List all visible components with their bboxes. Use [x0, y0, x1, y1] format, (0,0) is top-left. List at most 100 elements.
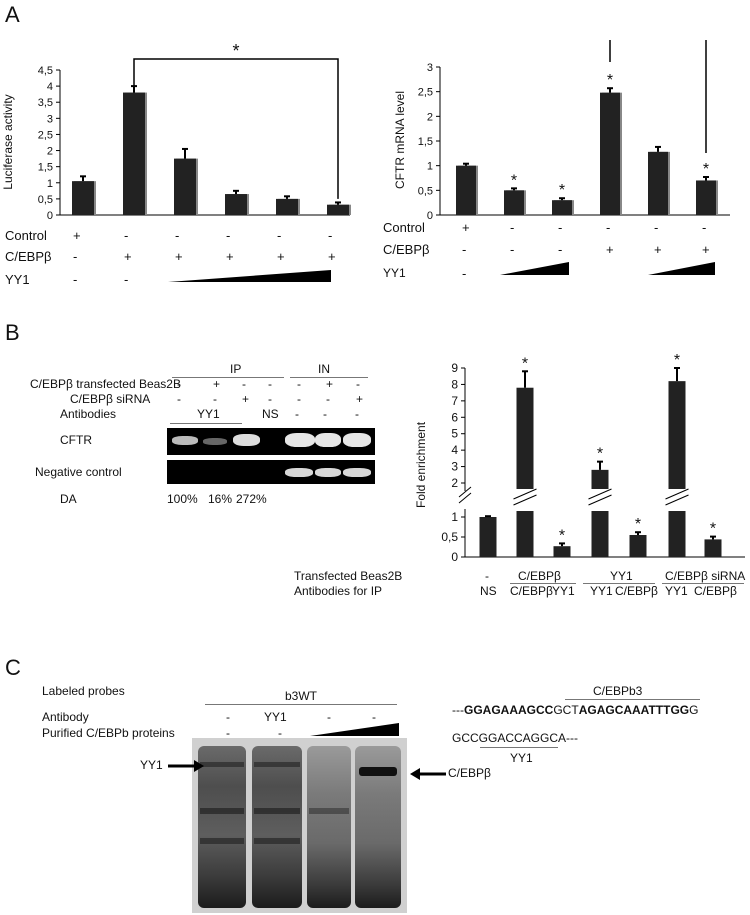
da-value-1: 100% — [167, 492, 198, 506]
bar — [552, 200, 572, 215]
significance-star: * — [710, 521, 716, 538]
cebp-sign: + — [606, 242, 614, 257]
sirna-sign: - — [326, 392, 330, 406]
row-label-antibodies-ip: Antibodies for IP — [294, 584, 383, 598]
sirna-sign: + — [356, 392, 364, 406]
control-sign: + — [73, 228, 81, 243]
y-tick-label: 5 — [451, 427, 458, 441]
y-axis-label: CFTR mRNA level — [393, 91, 407, 189]
group-transfected-4: C/EBPβ siRNA — [665, 569, 746, 583]
y-tick-label: 3 — [47, 113, 53, 125]
y-tick-label: 7 — [451, 394, 458, 408]
y-axis-label: Fold enrichment — [414, 421, 428, 508]
control-sign: + — [462, 220, 470, 235]
antibody-dash-1: - — [295, 407, 299, 421]
significance-star: * — [522, 355, 528, 372]
y-tick-label: 9 — [451, 361, 458, 375]
antibody-ip-label: YY1 — [552, 584, 575, 598]
cebp-sign: + — [702, 242, 710, 257]
bar-break — [588, 488, 612, 500]
transfected-sign: + — [326, 377, 334, 391]
yy1-sign: - — [462, 266, 467, 281]
antibody-ns: NS — [262, 407, 279, 421]
row-label-da: DA — [60, 492, 77, 506]
bar-lower-segment — [516, 511, 534, 557]
y-tick-label: 6 — [451, 410, 458, 424]
chart-cftr-mrna: 0 0,5 1 1,5 2 2,5 3 * * * * CFTR mRNA level — [393, 40, 730, 222]
sirna-sign: - — [213, 392, 217, 406]
row-label-cftr: CFTR — [60, 433, 92, 447]
bar — [72, 181, 94, 215]
y-tick-label: 0 — [427, 210, 433, 222]
antibody-sign-3: - — [327, 710, 331, 724]
arrow-yy1-icon — [168, 760, 204, 772]
y-tick-label: 3 — [427, 62, 433, 74]
antibody-ip-label: C/EBPβ — [694, 584, 737, 598]
site-label-yy1: YY1 — [510, 751, 533, 765]
significance-star: * — [674, 352, 680, 369]
bar — [553, 546, 571, 557]
chart-luciferase: 0 0,5 1 1,5 2 2,5 3 3,5 4 4,5 Luciferase activity * — [1, 41, 351, 222]
y-tick-label: 1,5 — [418, 136, 433, 148]
y-tick-label: 4,5 — [38, 65, 53, 77]
panel-label-a: A — [5, 2, 20, 27]
label-labeled-probes: Labeled probes — [42, 684, 125, 698]
antibody-ip-label: YY1 — [590, 584, 613, 598]
bar — [225, 194, 247, 215]
protein-gradient-wedge — [310, 723, 399, 736]
y-tick-label: 1,5 — [38, 162, 53, 174]
row-label-transfected: C/EBPβ transfected Beas2B — [30, 377, 181, 391]
bar-break — [665, 494, 689, 506]
control-sign: - — [654, 220, 659, 235]
y-tick-label: 4 — [47, 81, 53, 93]
cebp-sign: + — [226, 249, 234, 264]
antibody-dash-3: - — [355, 407, 359, 421]
significance-star: * — [232, 41, 239, 61]
control-sign: - — [702, 220, 707, 235]
purified-sign-1: - — [226, 726, 230, 740]
cebp-sign: + — [277, 249, 285, 264]
bar — [327, 204, 349, 215]
transfected-sign: - — [242, 377, 246, 391]
y-tick-label: 0,5 — [38, 194, 53, 206]
emsa-gel — [192, 738, 407, 913]
control-sign: - — [328, 228, 333, 243]
row-label-cebp-a1: C/EBPβ — [5, 249, 52, 264]
control-sign: - — [226, 228, 231, 243]
bar-break — [513, 494, 537, 506]
antibody-yy1: YY1 — [197, 407, 220, 421]
significance-star: * — [597, 446, 603, 463]
row-label-control-a1: Control — [5, 228, 47, 243]
antibody-sign-1: - — [226, 710, 230, 724]
row-label-antibodies: Antibodies — [60, 407, 117, 421]
group-transfected-3: YY1 — [610, 569, 633, 583]
bar-lower-segment — [668, 511, 686, 557]
yy1-sign: - — [124, 272, 129, 287]
da-value-2: 16% — [208, 492, 233, 506]
group-transfected-2: C/EBPβ — [518, 569, 561, 583]
y-tick-label: 2,5 — [38, 129, 53, 141]
y-tick-label: 2 — [427, 111, 433, 123]
cebp-sign: - — [558, 242, 563, 257]
header-in: IN — [318, 362, 330, 376]
antibody-sign-4: - — [372, 710, 376, 724]
cebp-sign: + — [328, 249, 336, 264]
y-tick-label: 2,5 — [418, 87, 433, 99]
control-sign: - — [558, 220, 563, 235]
panel-label-c: C — [5, 655, 21, 680]
cebp-sign: - — [73, 249, 78, 264]
y-tick-label: 0 — [451, 550, 458, 564]
sirna-sign: + — [242, 392, 250, 406]
transfected-sign: - — [356, 377, 360, 391]
y-tick-label: 0 — [47, 210, 53, 222]
control-sign: - — [606, 220, 611, 235]
significance-star: * — [607, 72, 613, 89]
antibody-dash-2: - — [323, 407, 327, 421]
bar — [629, 535, 647, 557]
bar — [516, 387, 534, 489]
label-purified-proteins: Purified C/EBPb proteins — [42, 726, 175, 740]
axis-break — [458, 486, 472, 498]
sirna-sign: - — [177, 392, 181, 406]
significance-star: * — [559, 527, 565, 544]
arrow-label-cebp: C/EBPβ — [448, 766, 491, 780]
